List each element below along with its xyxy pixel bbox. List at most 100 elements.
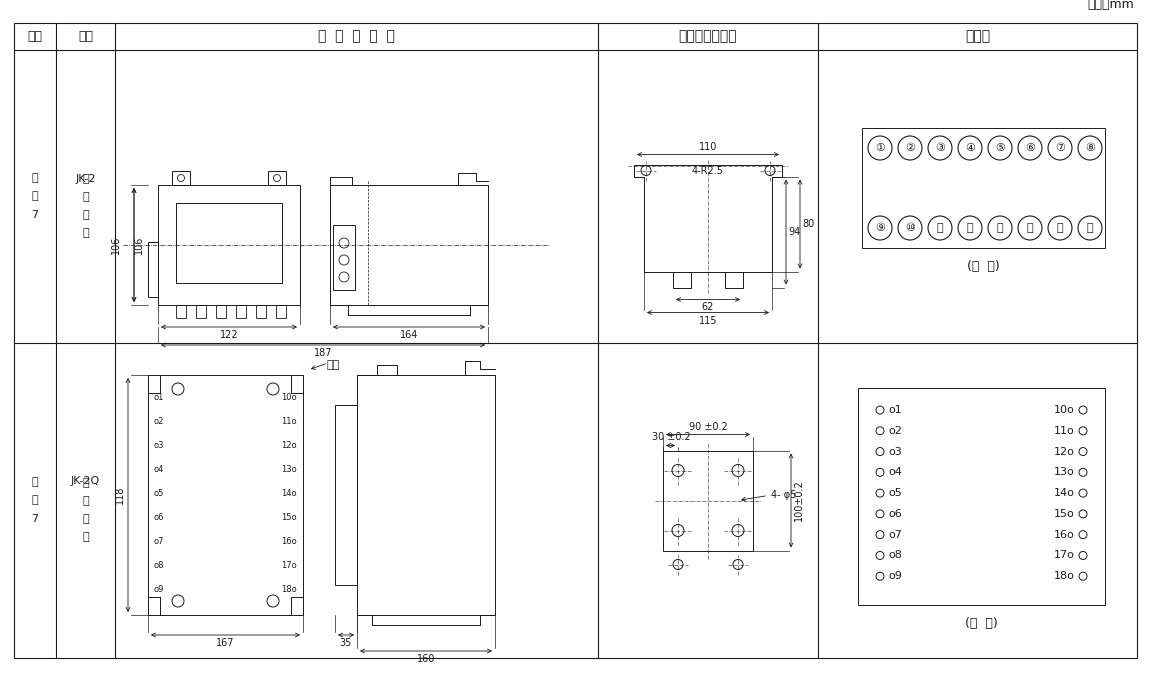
Text: 106: 106 (110, 236, 121, 254)
Text: (背  视): (背 视) (967, 260, 1000, 273)
Bar (330, 185, 488, 305)
Text: 80: 80 (802, 219, 814, 229)
Bar (196, 305, 206, 318)
Text: 结构: 结构 (78, 30, 93, 43)
Text: 板
前
接
线: 板 前 接 线 (82, 479, 89, 542)
Text: 14o: 14o (1054, 488, 1075, 498)
Bar (862, 128, 1105, 248)
Bar (176, 203, 282, 283)
Text: ④: ④ (965, 143, 975, 153)
Text: o2: o2 (154, 417, 165, 425)
Bar (256, 305, 266, 318)
Text: o6: o6 (889, 509, 901, 519)
Bar (335, 405, 357, 585)
Text: 11o: 11o (281, 417, 297, 425)
Bar (333, 225, 355, 290)
Text: 12o: 12o (281, 441, 297, 450)
Text: o3: o3 (154, 441, 165, 450)
Text: o1: o1 (889, 405, 901, 415)
Text: ③: ③ (935, 143, 945, 153)
Text: 14o: 14o (281, 489, 297, 497)
Text: 30 ±0.2: 30 ±0.2 (651, 433, 691, 443)
Bar (663, 450, 753, 551)
Text: 10o: 10o (281, 392, 297, 402)
Text: 90 ±0.2: 90 ±0.2 (688, 421, 727, 431)
Text: (正  视): (正 视) (966, 617, 998, 630)
Text: 94: 94 (788, 227, 800, 237)
Bar (148, 242, 158, 297)
Text: ⑥: ⑥ (1026, 143, 1035, 153)
Text: JK-2Q: JK-2Q (71, 476, 100, 485)
Text: o4: o4 (889, 467, 902, 477)
Text: 187: 187 (314, 348, 333, 358)
Text: 10o: 10o (1054, 405, 1075, 415)
Bar (725, 271, 744, 287)
Text: ⑩: ⑩ (905, 223, 915, 233)
Text: 端子图: 端子图 (965, 30, 990, 44)
Text: 13o: 13o (1054, 467, 1075, 477)
Text: ①: ① (875, 143, 885, 153)
Bar (357, 375, 495, 615)
Text: o5: o5 (889, 488, 901, 498)
Text: 15o: 15o (1054, 509, 1075, 519)
Bar (158, 185, 300, 305)
Text: ⑬: ⑬ (997, 223, 1004, 233)
Text: 18o: 18o (1054, 571, 1075, 581)
Bar (276, 305, 285, 318)
Text: 16o: 16o (1054, 530, 1075, 540)
Text: 122: 122 (220, 330, 238, 340)
Text: o4: o4 (154, 464, 165, 474)
Text: 附
图
7: 附 图 7 (31, 478, 39, 524)
Text: o1: o1 (154, 392, 165, 402)
Text: 62: 62 (702, 302, 714, 312)
Text: o6: o6 (154, 513, 165, 522)
Text: 15o: 15o (281, 513, 297, 522)
Text: 附
图
7: 附 图 7 (31, 174, 39, 219)
Text: 100±0.2: 100±0.2 (794, 480, 805, 522)
Text: ⑧: ⑧ (1085, 143, 1095, 153)
Text: o9: o9 (889, 571, 902, 581)
Text: o7: o7 (889, 530, 902, 540)
Text: o5: o5 (154, 489, 165, 497)
Text: o8: o8 (889, 551, 902, 561)
Text: 安装开孔尺寸图: 安装开孔尺寸图 (679, 30, 738, 44)
Text: 16o: 16o (281, 536, 297, 546)
Text: ⑮: ⑮ (1057, 223, 1064, 233)
Text: ⑦: ⑦ (1055, 143, 1065, 153)
Text: ⑪: ⑪ (937, 223, 944, 233)
Text: 12o: 12o (1054, 447, 1075, 456)
Text: 11o: 11o (1054, 426, 1075, 436)
Bar (176, 305, 186, 318)
Bar (857, 388, 1105, 605)
Text: o3: o3 (889, 447, 901, 456)
Text: 单位：mm: 单位：mm (1088, 0, 1134, 11)
Text: o7: o7 (154, 536, 165, 546)
Bar (171, 171, 190, 185)
Text: ②: ② (905, 143, 915, 153)
Text: 35: 35 (340, 638, 352, 648)
Text: 17o: 17o (281, 561, 297, 569)
Text: o8: o8 (154, 561, 165, 569)
Bar (268, 171, 285, 185)
Bar (236, 305, 246, 318)
Text: ⑫: ⑫ (967, 223, 974, 233)
Text: 4-R2.5: 4-R2.5 (692, 166, 724, 176)
Text: 115: 115 (699, 316, 717, 326)
Text: 118: 118 (115, 486, 125, 504)
Text: 13o: 13o (281, 464, 297, 474)
Text: ⑤: ⑤ (994, 143, 1005, 153)
Text: 110: 110 (699, 141, 717, 151)
Bar (148, 375, 303, 615)
Text: 17o: 17o (1054, 551, 1075, 561)
Text: 18o: 18o (281, 584, 297, 594)
Bar (673, 271, 691, 287)
Text: 4- φ5: 4- φ5 (771, 491, 796, 501)
Text: 外  形  尺  寸  图: 外 形 尺 寸 图 (318, 30, 395, 44)
Text: 106: 106 (134, 236, 144, 254)
Text: o2: o2 (889, 426, 902, 436)
Text: 167: 167 (216, 638, 235, 648)
Text: ⑯: ⑯ (1087, 223, 1093, 233)
Text: 板
后
接
线: 板 后 接 线 (82, 174, 89, 238)
Text: ⑭: ⑭ (1027, 223, 1034, 233)
Text: 160: 160 (417, 654, 435, 664)
